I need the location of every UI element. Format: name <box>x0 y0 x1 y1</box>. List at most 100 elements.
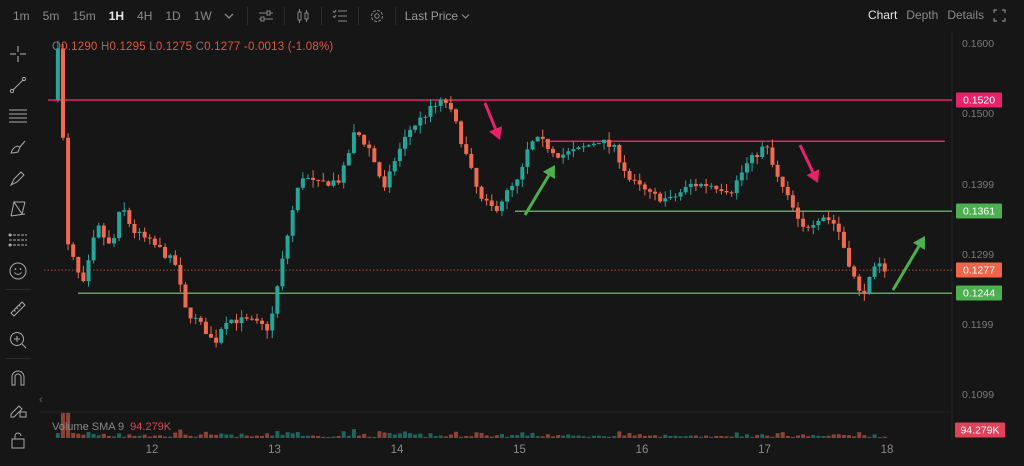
list-settings-icon[interactable] <box>331 7 349 25</box>
candle-body <box>60 48 65 138</box>
timeframe-5m[interactable]: 5m <box>42 9 60 23</box>
volume-bar <box>673 435 678 438</box>
candle-body <box>188 307 193 319</box>
candle-body <box>647 189 652 192</box>
zoom-in-icon[interactable] <box>0 324 36 355</box>
volume-bar <box>346 435 351 438</box>
price-tick-label: 0.1600 <box>962 38 995 50</box>
candle-body <box>653 191 658 194</box>
fullscreen-icon[interactable] <box>993 8 1006 22</box>
candle-body <box>673 196 678 198</box>
last-price-badge: 0.1277 <box>956 262 1002 278</box>
candle-body <box>224 323 229 329</box>
ruler-icon[interactable] <box>0 293 36 324</box>
volume-bar <box>408 433 413 438</box>
collapse-toolbar-icon[interactable]: ‹ <box>39 394 43 406</box>
volume-bar <box>693 435 698 438</box>
candle-body <box>872 266 877 277</box>
candle-body <box>265 323 270 331</box>
volume-bar <box>357 435 362 438</box>
tab-depth[interactable]: Depth <box>906 8 939 22</box>
gear-icon[interactable] <box>368 7 386 25</box>
candle-body <box>801 218 806 227</box>
unlock-icon[interactable] <box>0 424 36 455</box>
timeframe-1d[interactable]: 1D <box>165 9 181 23</box>
time-tick-label: 13 <box>268 444 281 456</box>
volume-bar <box>647 435 652 438</box>
timeframe-1w[interactable]: 1W <box>193 9 212 23</box>
candle-body <box>607 139 612 147</box>
candle-body <box>402 136 407 149</box>
chevron-down-icon[interactable] <box>220 7 238 25</box>
volume-bar <box>836 434 841 438</box>
parallel-lines-icon[interactable] <box>0 100 36 131</box>
close-value: 0.1277 <box>204 41 241 53</box>
volume-bar <box>163 436 168 438</box>
volume-bar <box>469 436 474 438</box>
candle-body <box>755 155 760 158</box>
volume-bar <box>305 435 310 438</box>
magnet-icon[interactable] <box>0 362 36 393</box>
candle-body <box>219 328 224 343</box>
volume-bar <box>433 436 438 438</box>
candle-type-icon[interactable] <box>294 7 312 25</box>
candle-body <box>581 146 586 148</box>
close-key: C <box>195 41 205 53</box>
timeframe-4h[interactable]: 4H <box>137 9 153 23</box>
volume-bar <box>734 432 739 438</box>
price-tick-label: 0.1399 <box>962 178 995 191</box>
pen-icon[interactable] <box>0 162 36 193</box>
candle-body <box>561 154 566 158</box>
volume-bar <box>66 412 71 438</box>
price-tick-label: 0.1099 <box>962 388 995 401</box>
volume-bar <box>489 436 494 438</box>
volume-bar <box>86 432 91 438</box>
fib-icon[interactable] <box>0 224 36 255</box>
volume-bar <box>602 436 607 438</box>
candle-body <box>448 102 453 110</box>
crosshair-icon[interactable] <box>0 38 36 69</box>
candle-body <box>494 206 499 211</box>
pattern-icon[interactable] <box>0 193 36 224</box>
candle-body <box>744 163 749 173</box>
tab-chart[interactable]: Chart <box>867 8 898 22</box>
emoji-icon[interactable] <box>0 255 36 286</box>
volume-bar <box>117 433 122 438</box>
lock-drawing-icon[interactable] <box>0 393 36 424</box>
volume-bar <box>515 435 520 438</box>
volume-bar <box>459 436 464 438</box>
price-type-dropdown[interactable]: Last Price <box>405 9 471 23</box>
volume-bar <box>821 435 826 438</box>
volume-bar <box>372 436 377 438</box>
volume-bar <box>627 433 632 438</box>
volume-bar <box>556 435 561 438</box>
candle-body <box>387 171 392 188</box>
candle-body <box>316 179 321 181</box>
volume-bar <box>612 436 617 438</box>
timeframe-15m[interactable]: 15m <box>72 9 96 23</box>
volume-bar <box>224 434 229 438</box>
timeframe-1h[interactable]: 1H <box>108 9 125 23</box>
timeframe-1m[interactable]: 1m <box>13 9 30 23</box>
level-price-badge: 0.1520 <box>956 92 1002 108</box>
volume-bar <box>795 435 800 438</box>
trendline-icon[interactable] <box>0 69 36 100</box>
volume-bar <box>699 436 704 438</box>
tab-details[interactable]: Details <box>947 8 984 22</box>
volume-bar <box>331 436 336 438</box>
time-tick-label: 14 <box>390 444 404 456</box>
volume-bar <box>183 434 188 438</box>
volume-bar <box>760 434 765 438</box>
candle-body <box>244 317 249 319</box>
volume-bar <box>571 435 576 438</box>
candle-body <box>724 191 729 193</box>
volume-bar <box>101 433 106 438</box>
brush-icon[interactable] <box>0 131 36 162</box>
candle-body <box>602 139 607 144</box>
volume-bar <box>719 436 724 438</box>
volume-bar <box>591 435 596 438</box>
indicator-settings-icon[interactable] <box>257 7 275 25</box>
volume-bar <box>295 432 300 438</box>
candle-body <box>428 106 433 117</box>
